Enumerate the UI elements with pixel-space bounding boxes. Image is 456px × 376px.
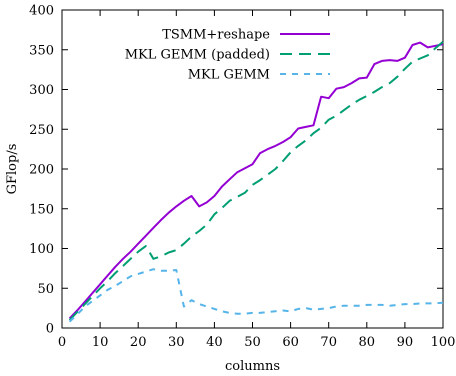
x-axis-title: columns	[225, 359, 280, 374]
x-tick-label: 20	[130, 335, 147, 350]
y-tick-label: 300	[29, 83, 54, 98]
x-tick-label: 70	[320, 335, 337, 350]
series-layer	[68, 41, 444, 323]
x-tick-label: 90	[397, 335, 414, 350]
x-tick-label: 50	[244, 335, 261, 350]
series-line-mkl-gemm-padded	[68, 41, 444, 321]
legend-label: MKL GEMM (padded)	[125, 48, 270, 63]
x-tick-label: 30	[168, 335, 185, 350]
y-tick-label: 250	[29, 123, 54, 138]
legend-label: TSMM+reshape	[162, 28, 270, 43]
series-line-mkl-gemm	[68, 268, 444, 323]
legend: TSMM+reshape MKL GEMM (padded) MKL GEMM	[125, 28, 330, 83]
legend-label: MKL GEMM	[188, 68, 270, 83]
y-axis-title: GFlop/s	[5, 144, 20, 195]
y-tick-label: 150	[29, 202, 54, 217]
y-tick-label: 0	[46, 322, 54, 337]
x-tick-label: 60	[282, 335, 299, 350]
series-line-tsmm-reshape	[68, 41, 444, 320]
x-tick-label: 10	[92, 335, 109, 350]
x-tick-label: 0	[58, 335, 66, 350]
y-tick-label: 50	[37, 282, 54, 297]
y-tick-label: 100	[29, 242, 54, 257]
x-tick-label: 80	[359, 335, 376, 350]
y-tick-label: 400	[29, 4, 54, 19]
x-tick-label: 40	[206, 335, 223, 350]
x-tick-label: 100	[431, 335, 456, 350]
y-tick-label: 200	[29, 163, 54, 178]
y-tick-label: 350	[29, 43, 54, 58]
axes: 0 10 20 30 40 50 60 70 80 90 100 0 50 100 150 200 250 300…	[29, 4, 455, 351]
